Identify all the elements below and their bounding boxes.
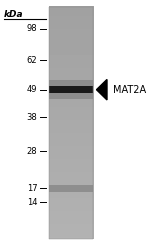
Text: 17: 17 [27, 184, 37, 193]
Text: 14: 14 [27, 198, 37, 206]
Text: 98: 98 [27, 24, 37, 33]
Text: 49: 49 [27, 85, 37, 94]
Bar [49, 80, 93, 99]
Text: 62: 62 [27, 56, 37, 65]
Polygon shape [96, 80, 107, 100]
Text: MAT2A: MAT2A [113, 85, 147, 95]
Text: 38: 38 [27, 112, 37, 122]
Bar [49, 7, 93, 239]
Bar [49, 185, 93, 192]
Bar [49, 86, 93, 94]
Text: kDa: kDa [4, 10, 24, 19]
Text: 28: 28 [27, 146, 37, 156]
